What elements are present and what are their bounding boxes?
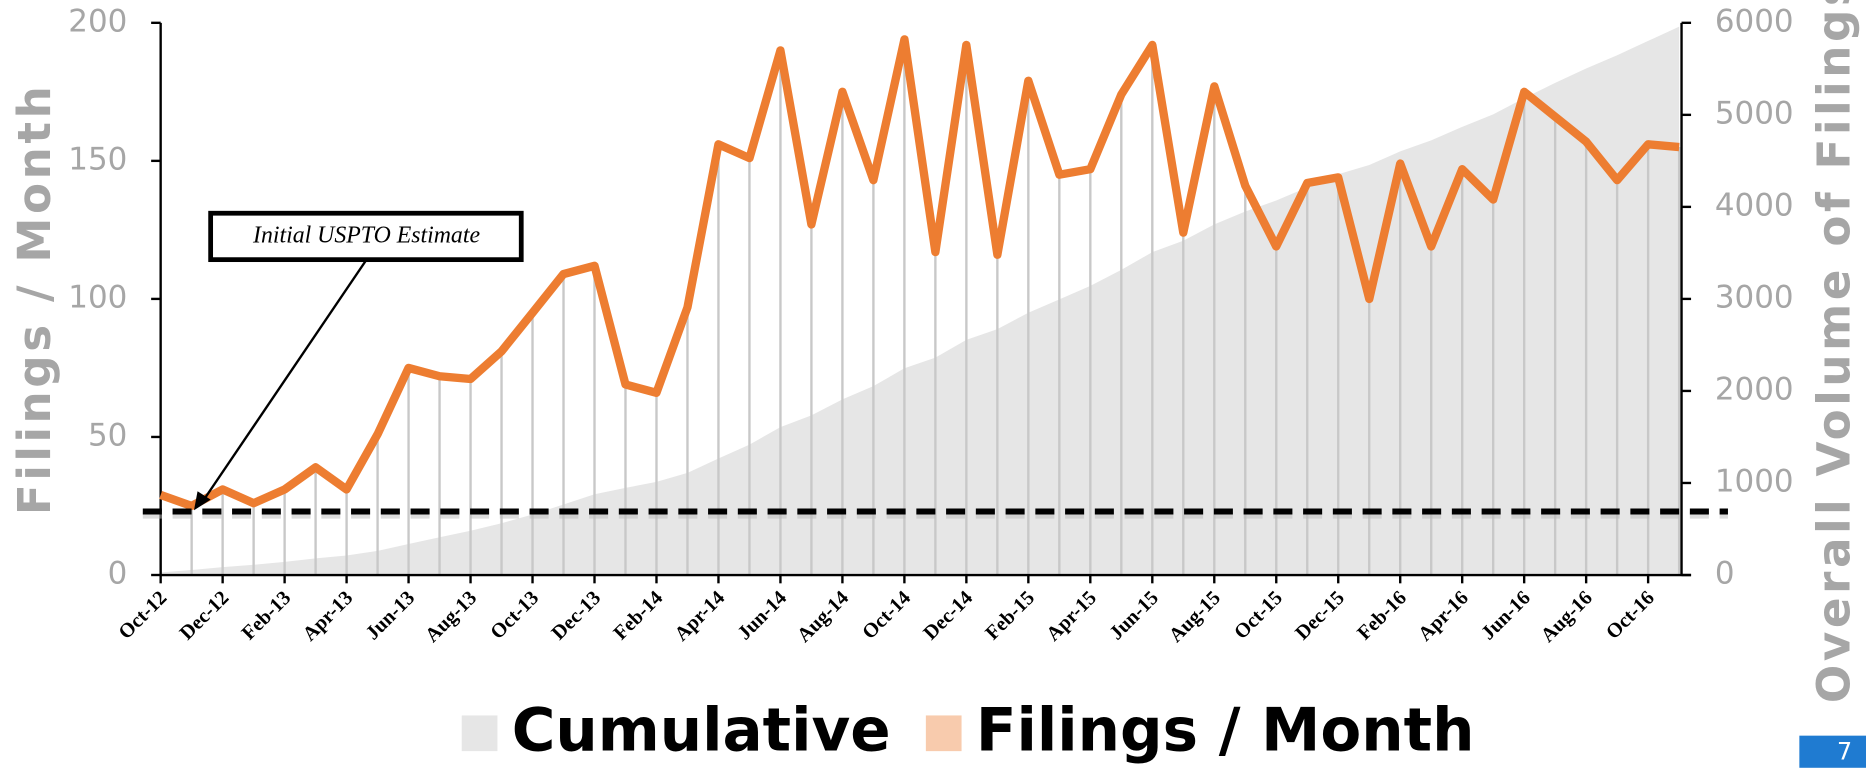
x-tick-label: Aug-16 — [1537, 587, 1597, 647]
y-axis-title: Filings / Month — [8, 83, 61, 515]
x-tick-label: Aug-15 — [1165, 587, 1225, 647]
x-tick-label: Jun-13 — [362, 587, 420, 645]
y2-tick-label: 5000 — [1715, 95, 1794, 131]
x-tick-label: Jun-15 — [1105, 587, 1163, 645]
legend-label: Cumulative — [512, 697, 891, 766]
legend-swatch — [461, 715, 498, 752]
x-tick-label: Dec-12 — [176, 587, 234, 645]
arrow-head — [193, 491, 211, 511]
x-tick-label: Aug-14 — [793, 587, 853, 647]
x-tick-label: Dec-15 — [1291, 587, 1349, 645]
x-tick-label: Jun-16 — [1477, 587, 1535, 645]
x-tick-label: Feb-14 — [610, 587, 668, 645]
legend-swatch — [925, 715, 962, 752]
x-tick-label: Apr-16 — [1414, 587, 1473, 646]
y2-axis-title: Overall Volume of Filings — [1807, 0, 1860, 703]
legend-label: Filings / Month — [976, 697, 1475, 766]
x-tick-label: Feb-13 — [238, 587, 296, 645]
x-tick-label: Apr-13 — [299, 587, 358, 646]
x-tick-label: Apr-15 — [1042, 587, 1101, 646]
annotation-text: Initial USPTO Estimate — [252, 222, 480, 248]
x-tick-label: Jun-14 — [733, 587, 791, 645]
y-tick-label: 100 — [68, 279, 127, 315]
y-tick-label: 200 — [68, 3, 127, 39]
x-tick-label: Oct-12 — [114, 587, 171, 644]
plot: 0501001502000100020003000400050006000Oct… — [68, 3, 1793, 647]
page-badge — [1799, 735, 1866, 768]
annotation-box — [208, 210, 524, 263]
x-tick-label: Oct-15 — [1230, 587, 1287, 644]
page-number: 7 — [1837, 737, 1852, 765]
filings-line — [159, 35, 1680, 511]
x-tick-label: Apr-14 — [670, 587, 729, 646]
x-tick-label: Dec-14 — [919, 587, 977, 645]
y-tick-label: 50 — [88, 417, 127, 453]
x-tick-label: Aug-13 — [421, 587, 481, 647]
y2-tick-label: 0 — [1715, 556, 1735, 592]
y2-tick-label: 4000 — [1715, 187, 1794, 223]
y-tick-label: 0 — [108, 556, 128, 592]
y2-tick-label: 2000 — [1715, 371, 1794, 407]
x-tick-label: Oct-16 — [1602, 587, 1659, 644]
x-tick-label: Oct-14 — [858, 587, 915, 644]
y2-tick-label: 3000 — [1715, 279, 1794, 315]
x-tick-label: Feb-15 — [981, 587, 1039, 645]
x-tick-label: Dec-13 — [548, 587, 606, 645]
y2-tick-label: 1000 — [1715, 463, 1794, 499]
y2-tick-label: 6000 — [1715, 3, 1794, 39]
x-tick-label: Oct-13 — [486, 587, 543, 644]
y-tick-label: 150 — [68, 141, 127, 177]
x-tick-label: Feb-16 — [1353, 587, 1411, 645]
annotation-arrow — [201, 258, 368, 503]
cumulative-area — [160, 26, 1680, 576]
